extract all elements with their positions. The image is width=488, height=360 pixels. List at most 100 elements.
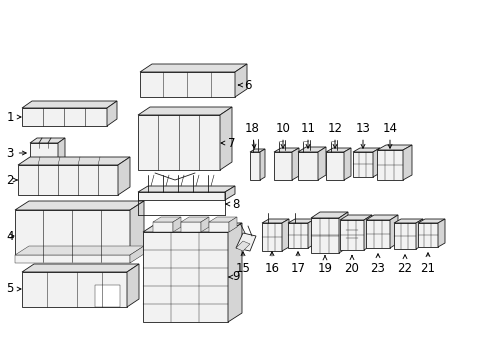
Polygon shape xyxy=(402,145,411,180)
Polygon shape xyxy=(140,72,235,97)
Polygon shape xyxy=(181,222,201,232)
Polygon shape xyxy=(30,138,65,143)
Polygon shape xyxy=(273,152,291,180)
Text: 18: 18 xyxy=(244,122,259,148)
Text: 3: 3 xyxy=(6,147,26,159)
Text: 4: 4 xyxy=(6,230,14,243)
Polygon shape xyxy=(307,219,314,248)
Text: 5: 5 xyxy=(6,283,21,296)
Polygon shape xyxy=(138,115,220,170)
Polygon shape xyxy=(325,148,350,152)
Polygon shape xyxy=(363,215,371,250)
Polygon shape xyxy=(393,223,415,249)
Polygon shape xyxy=(224,186,235,200)
Polygon shape xyxy=(236,233,256,251)
Text: 20: 20 xyxy=(344,256,359,274)
Polygon shape xyxy=(140,64,246,72)
Polygon shape xyxy=(317,147,325,180)
Polygon shape xyxy=(389,215,397,248)
Polygon shape xyxy=(22,108,107,126)
Polygon shape xyxy=(249,152,260,180)
Text: 7: 7 xyxy=(221,136,235,149)
Polygon shape xyxy=(282,219,288,251)
Polygon shape xyxy=(287,219,314,223)
Polygon shape xyxy=(437,219,444,247)
Polygon shape xyxy=(365,220,389,248)
Text: 13: 13 xyxy=(355,122,370,148)
Polygon shape xyxy=(118,157,130,195)
Polygon shape xyxy=(142,223,242,232)
Polygon shape xyxy=(287,223,307,248)
Polygon shape xyxy=(201,217,208,232)
Text: 23: 23 xyxy=(370,254,385,274)
Text: 10: 10 xyxy=(275,122,290,148)
Polygon shape xyxy=(343,148,350,180)
Polygon shape xyxy=(153,217,181,222)
Polygon shape xyxy=(58,138,65,163)
Polygon shape xyxy=(138,192,224,200)
Polygon shape xyxy=(236,241,249,251)
Polygon shape xyxy=(228,217,237,232)
Text: 8: 8 xyxy=(225,198,239,211)
Text: 6: 6 xyxy=(238,78,251,91)
Text: 22: 22 xyxy=(397,255,412,274)
Polygon shape xyxy=(127,264,139,307)
Polygon shape xyxy=(273,148,298,152)
Text: 19: 19 xyxy=(317,256,332,274)
Polygon shape xyxy=(220,107,231,170)
Polygon shape xyxy=(181,217,208,222)
Polygon shape xyxy=(297,147,325,152)
Polygon shape xyxy=(376,150,402,180)
Text: 9: 9 xyxy=(228,270,239,284)
Polygon shape xyxy=(208,222,228,232)
Polygon shape xyxy=(138,107,231,115)
Polygon shape xyxy=(310,218,338,253)
Polygon shape xyxy=(235,64,246,97)
Polygon shape xyxy=(262,219,288,223)
Text: 12: 12 xyxy=(327,122,342,148)
Polygon shape xyxy=(138,186,235,192)
Polygon shape xyxy=(325,152,343,180)
Text: 16: 16 xyxy=(264,252,279,274)
Polygon shape xyxy=(107,101,117,126)
Polygon shape xyxy=(260,149,264,180)
Polygon shape xyxy=(22,101,117,108)
Polygon shape xyxy=(339,220,363,250)
Polygon shape xyxy=(95,285,120,307)
Polygon shape xyxy=(15,201,143,210)
Polygon shape xyxy=(310,212,347,218)
Text: 17: 17 xyxy=(290,252,305,274)
Polygon shape xyxy=(142,232,227,322)
Polygon shape xyxy=(130,201,143,262)
Polygon shape xyxy=(262,223,282,251)
Polygon shape xyxy=(18,165,118,195)
Text: 21: 21 xyxy=(420,253,435,274)
Text: 2: 2 xyxy=(6,174,17,186)
Polygon shape xyxy=(18,157,130,165)
Polygon shape xyxy=(249,149,264,152)
Polygon shape xyxy=(415,219,422,249)
Polygon shape xyxy=(15,246,143,255)
Polygon shape xyxy=(22,272,127,307)
Polygon shape xyxy=(352,152,372,177)
Text: 14: 14 xyxy=(382,122,397,148)
Polygon shape xyxy=(22,264,139,272)
Polygon shape xyxy=(376,145,411,150)
Polygon shape xyxy=(208,217,237,222)
Polygon shape xyxy=(352,148,379,152)
Polygon shape xyxy=(417,223,437,247)
Polygon shape xyxy=(15,210,130,262)
Polygon shape xyxy=(393,219,422,223)
Text: 15: 15 xyxy=(235,252,250,274)
Polygon shape xyxy=(365,215,397,220)
Polygon shape xyxy=(291,148,298,180)
Polygon shape xyxy=(297,152,317,180)
Polygon shape xyxy=(153,222,173,232)
Polygon shape xyxy=(15,255,130,263)
Polygon shape xyxy=(173,217,181,232)
Text: 11: 11 xyxy=(300,122,315,148)
Polygon shape xyxy=(372,148,379,177)
Polygon shape xyxy=(417,219,444,223)
Polygon shape xyxy=(339,215,371,220)
Text: 1: 1 xyxy=(6,111,21,123)
